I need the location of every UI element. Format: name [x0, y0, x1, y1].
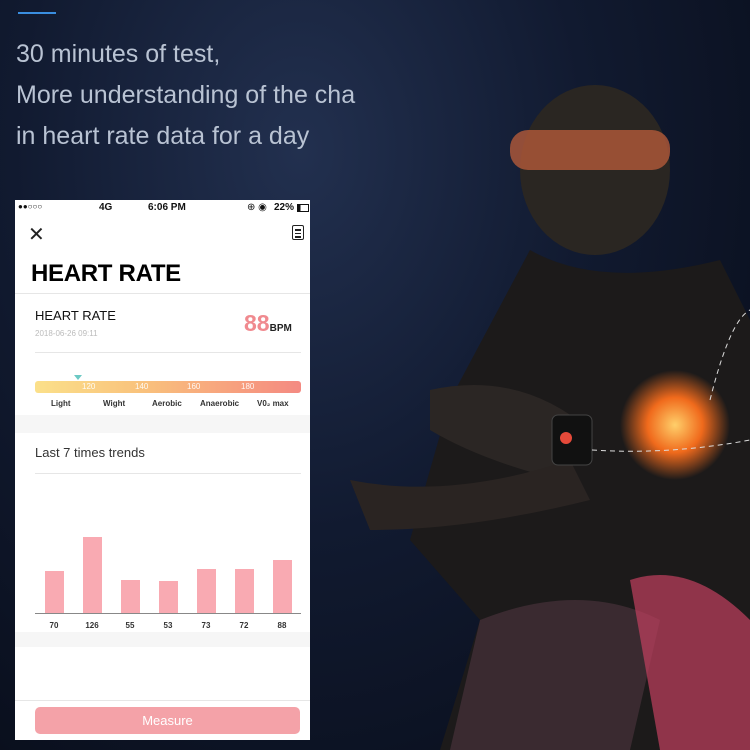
- card-title: HEART RATE: [35, 308, 116, 323]
- headline-line: More understanding of the cha: [16, 81, 356, 109]
- zone-tick: 160: [187, 382, 201, 391]
- headline-line: 30 minutes of test,: [16, 40, 221, 68]
- accent-line: [18, 12, 56, 14]
- divider: [15, 293, 310, 294]
- zone-label: Anaerobic: [200, 399, 240, 408]
- headline-line: in heart rate data for a day: [16, 122, 310, 150]
- chart-bar-label: 53: [163, 621, 173, 630]
- chart-bar: [82, 536, 102, 613]
- chart-bar: [44, 570, 64, 613]
- section-separator: [15, 632, 310, 647]
- measure-button[interactable]: Measure: [35, 707, 300, 734]
- zone-label: Light: [51, 399, 71, 408]
- headline: 30 minutes of test, More understanding o…: [16, 34, 376, 157]
- bpm-readout: 88BPM: [244, 310, 292, 337]
- battery-percent: 22%: [274, 202, 295, 213]
- bpm-value: 88: [244, 310, 270, 336]
- zone-label: Wight: [103, 399, 126, 408]
- chart-bar: [120, 579, 140, 613]
- signal-strength: ●●○○○: [18, 202, 43, 211]
- phone-screen: ●●○○○ 4G 6:06 PM ⊕ ◉ 22% ✕ HEART RATE HE…: [15, 200, 310, 740]
- current-zone-marker: [74, 375, 82, 380]
- bpm-unit: BPM: [269, 323, 292, 334]
- divider: [15, 700, 310, 701]
- section-separator: [15, 415, 310, 433]
- network-type: 4G: [99, 202, 113, 213]
- chart-bar-label: 72: [239, 621, 249, 630]
- chart-bar: [158, 580, 178, 613]
- report-icon[interactable]: [292, 225, 304, 240]
- chart-bar: [196, 568, 216, 613]
- chart-bar-label: 126: [85, 621, 99, 630]
- divider: [35, 473, 301, 474]
- battery-icon: [297, 204, 309, 212]
- divider: [35, 352, 301, 353]
- chart-bar-label: 88: [277, 621, 287, 630]
- page-title: HEART RATE: [31, 260, 181, 287]
- chart-bar: [234, 569, 254, 613]
- status-bar: ●●○○○ 4G 6:06 PM ⊕ ◉ 22%: [15, 202, 310, 215]
- chart-bar-label: 55: [125, 621, 135, 630]
- status-time: 6:06 PM: [148, 202, 186, 213]
- zone-tick: 140: [135, 382, 149, 391]
- trends-title: Last 7 times trends: [35, 445, 145, 460]
- zone-label: V0₂ max: [257, 399, 289, 408]
- zone-tick: 180: [241, 382, 255, 391]
- chart-baseline: [35, 613, 301, 614]
- chart-bar: [272, 559, 292, 613]
- chart-bar-label: 73: [201, 621, 211, 630]
- zone-label: Aerobic: [152, 399, 182, 408]
- zone-tick: 120: [82, 382, 96, 391]
- close-icon[interactable]: ✕: [28, 224, 45, 246]
- athlete-illustration: [350, 85, 750, 750]
- heart-rate-zone-bar: 120 140 160 180: [35, 381, 301, 393]
- alarm-icon: ⊕ ◉: [247, 202, 267, 213]
- measurement-timestamp: 2018-06-26 09:11: [35, 329, 98, 338]
- chart-bar-label: 70: [49, 621, 59, 630]
